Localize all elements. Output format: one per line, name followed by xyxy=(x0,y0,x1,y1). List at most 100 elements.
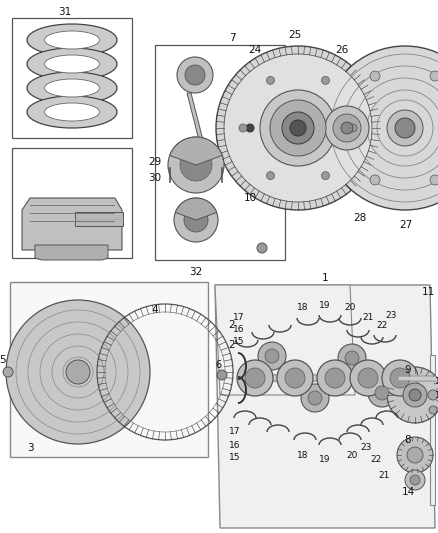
Circle shape xyxy=(317,360,353,396)
Ellipse shape xyxy=(45,79,99,97)
Text: 25: 25 xyxy=(288,30,302,40)
Text: 12: 12 xyxy=(435,392,438,400)
Text: 13: 13 xyxy=(435,377,438,386)
Text: 18: 18 xyxy=(297,303,309,311)
Circle shape xyxy=(285,368,305,388)
Text: 21: 21 xyxy=(378,471,389,480)
Circle shape xyxy=(6,300,150,444)
Text: 19: 19 xyxy=(319,456,331,464)
Text: 29: 29 xyxy=(148,157,161,167)
Circle shape xyxy=(409,389,421,401)
Text: 17: 17 xyxy=(229,427,240,437)
Circle shape xyxy=(323,46,438,210)
Text: 20: 20 xyxy=(344,303,356,312)
Text: 30: 30 xyxy=(148,173,161,183)
Text: 2: 2 xyxy=(229,320,235,330)
Circle shape xyxy=(368,379,396,407)
Text: 20: 20 xyxy=(346,450,358,459)
Text: 1: 1 xyxy=(321,273,328,283)
Circle shape xyxy=(290,120,306,136)
Bar xyxy=(75,212,123,226)
Circle shape xyxy=(387,367,438,423)
Circle shape xyxy=(429,406,437,414)
Text: 8: 8 xyxy=(405,435,411,445)
Circle shape xyxy=(185,65,205,85)
Bar xyxy=(12,18,132,138)
Text: 7: 7 xyxy=(229,33,235,43)
Circle shape xyxy=(338,344,366,372)
Text: 2: 2 xyxy=(229,340,235,350)
Text: 22: 22 xyxy=(376,321,387,330)
Circle shape xyxy=(3,367,13,377)
Circle shape xyxy=(341,122,353,134)
Text: 10: 10 xyxy=(244,193,257,203)
Text: 19: 19 xyxy=(319,301,331,310)
Circle shape xyxy=(321,172,329,180)
Wedge shape xyxy=(175,198,217,220)
Circle shape xyxy=(430,71,438,81)
Ellipse shape xyxy=(27,72,117,104)
Text: 5: 5 xyxy=(0,355,6,365)
Circle shape xyxy=(308,391,322,405)
Circle shape xyxy=(428,390,438,400)
Circle shape xyxy=(246,124,254,132)
Circle shape xyxy=(403,383,427,407)
Polygon shape xyxy=(22,198,122,250)
Text: 9: 9 xyxy=(405,365,411,375)
Circle shape xyxy=(217,370,227,380)
Ellipse shape xyxy=(45,31,99,49)
Circle shape xyxy=(177,57,213,93)
Circle shape xyxy=(257,243,267,253)
Text: 11: 11 xyxy=(421,287,434,297)
Circle shape xyxy=(375,386,389,400)
Circle shape xyxy=(405,470,425,490)
Circle shape xyxy=(258,342,286,370)
Polygon shape xyxy=(215,285,435,528)
Ellipse shape xyxy=(27,48,117,80)
Circle shape xyxy=(397,437,433,473)
Circle shape xyxy=(180,149,212,181)
Circle shape xyxy=(430,175,438,185)
Circle shape xyxy=(265,349,279,363)
Circle shape xyxy=(245,368,265,388)
Circle shape xyxy=(224,54,372,202)
Text: 15: 15 xyxy=(229,454,240,463)
Circle shape xyxy=(410,475,420,485)
Circle shape xyxy=(277,360,313,396)
Circle shape xyxy=(321,76,329,84)
Circle shape xyxy=(174,198,218,242)
Circle shape xyxy=(387,110,423,146)
Text: 27: 27 xyxy=(399,220,413,230)
Text: 21: 21 xyxy=(362,313,373,322)
Circle shape xyxy=(282,112,314,144)
Bar xyxy=(12,148,132,258)
Text: 22: 22 xyxy=(370,456,381,464)
Circle shape xyxy=(382,360,418,396)
Text: 15: 15 xyxy=(233,337,244,346)
Circle shape xyxy=(350,360,386,396)
Text: 23: 23 xyxy=(385,311,396,319)
Circle shape xyxy=(358,368,378,388)
Text: 3: 3 xyxy=(27,443,33,453)
Text: 23: 23 xyxy=(360,443,371,453)
Polygon shape xyxy=(215,285,355,395)
Circle shape xyxy=(333,114,361,142)
Text: 6: 6 xyxy=(215,360,221,370)
Text: 24: 24 xyxy=(248,45,261,55)
Circle shape xyxy=(395,118,415,138)
Circle shape xyxy=(266,76,275,84)
Circle shape xyxy=(407,447,423,463)
Text: 16: 16 xyxy=(233,326,244,335)
Circle shape xyxy=(370,71,380,81)
Text: 31: 31 xyxy=(58,7,72,17)
Circle shape xyxy=(260,90,336,166)
Circle shape xyxy=(266,172,275,180)
Ellipse shape xyxy=(27,24,117,56)
Polygon shape xyxy=(187,93,205,148)
Ellipse shape xyxy=(45,55,99,73)
Text: 18: 18 xyxy=(297,450,309,459)
Bar xyxy=(430,355,435,505)
Text: 14: 14 xyxy=(401,487,415,497)
Circle shape xyxy=(349,124,357,132)
Text: 32: 32 xyxy=(189,267,203,277)
